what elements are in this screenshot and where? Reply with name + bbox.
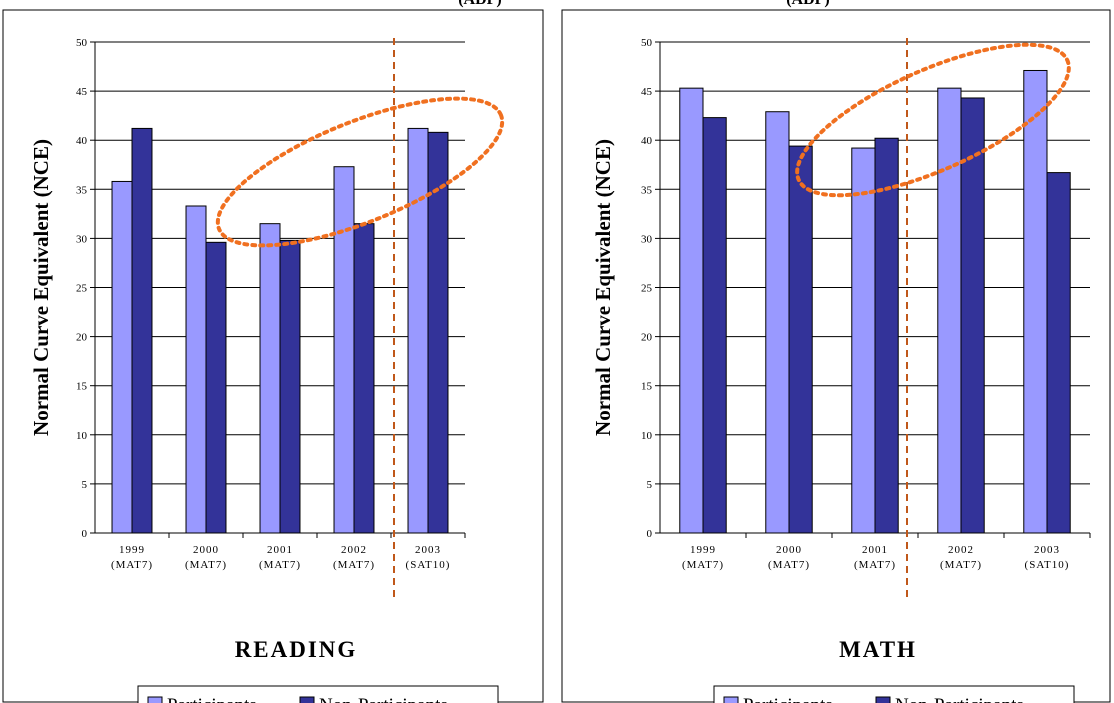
legend-label-participants: Participants <box>743 695 833 703</box>
bar-participants <box>407 127 429 534</box>
y-axis-title: Normal Curve Equivalent (NCE) <box>29 139 53 436</box>
x-tick-label-test: (SAT10) <box>406 559 451 571</box>
header-fragment-left: (ADP) <box>458 0 502 8</box>
y-tick-label: 5 <box>82 479 88 491</box>
chart-title: READING <box>235 637 358 662</box>
x-tick-label-year: 2001 <box>862 544 888 556</box>
bar-non-participants <box>131 127 153 534</box>
bar-participants <box>333 166 355 534</box>
x-tick-label-year: 2000 <box>193 544 219 556</box>
x-tick-label-test: (MAT7) <box>768 559 810 571</box>
bar-non-participants <box>1046 172 1071 534</box>
y-tick-label: 35 <box>76 184 88 196</box>
legend-label-participants: Participants <box>167 695 257 703</box>
y-tick-label: 10 <box>76 430 88 442</box>
x-tick-label-test: (MAT7) <box>111 559 153 571</box>
bar-participants <box>185 205 207 534</box>
bar-participants <box>259 223 281 534</box>
y-tick-label: 5 <box>647 479 653 491</box>
legend-swatch-non-participants <box>299 696 315 703</box>
x-tick-label-year: 2003 <box>1034 544 1060 556</box>
y-tick-label: 15 <box>76 381 88 393</box>
y-tick-label: 40 <box>76 135 88 147</box>
legend-swatch-non-participants <box>875 696 891 703</box>
bar-non-participants <box>353 223 375 534</box>
x-tick-label-test: (MAT7) <box>940 559 982 571</box>
x-tick-label-year: 2000 <box>776 544 802 556</box>
legend-swatch-participants <box>723 696 739 703</box>
y-tick-label: 15 <box>641 381 653 393</box>
bar-non-participants <box>788 145 813 534</box>
legend-box <box>137 685 499 703</box>
y-tick-label: 30 <box>641 233 653 245</box>
y-tick-label: 20 <box>76 332 88 344</box>
bar-non-participants <box>702 117 727 534</box>
y-tick-label: 40 <box>641 135 653 147</box>
math-chart-panel: (ADP) 0 5 10 15 20 25 30 35 40 45 50 1999 (MAT7) 2000 (… <box>558 0 1111 703</box>
x-tick-label-test: (MAT7) <box>682 559 724 571</box>
bar-participants <box>851 147 876 534</box>
y-tick-label: 25 <box>76 283 88 295</box>
bar-non-participants <box>960 97 985 534</box>
x-tick-label-test: (MAT7) <box>333 559 375 571</box>
x-tick-label-year: 2001 <box>267 544 293 556</box>
bar-non-participants <box>205 241 227 534</box>
legend-swatch-participants <box>147 696 163 703</box>
bar-non-participants <box>279 239 301 534</box>
x-tick-label-year: 2002 <box>341 544 367 556</box>
y-tick-label: 50 <box>641 37 653 49</box>
highlight-ellipse <box>795 42 1071 198</box>
bar-participants <box>1023 69 1048 534</box>
chart-title: MATH <box>839 637 917 662</box>
x-tick-label-test: (MAT7) <box>854 559 896 571</box>
bar-non-participants <box>427 131 449 534</box>
bar-participants <box>111 180 133 534</box>
bar-non-participants <box>874 137 899 534</box>
x-tick-label-test: (MAT7) <box>185 559 227 571</box>
y-tick-label: 45 <box>641 86 653 98</box>
bar-participants <box>679 87 704 534</box>
y-tick-label: 45 <box>76 86 88 98</box>
header-fragment-right: (ADP) <box>786 0 830 8</box>
x-tick-label-year: 1999 <box>119 544 145 556</box>
reading-chart: (ADP) 0 5 10 15 20 25 30 35 40 45 50 1999 (MAT7) 2000 (… <box>2 0 544 703</box>
y-tick-label: 10 <box>641 430 653 442</box>
x-tick-label-year: 2003 <box>415 544 441 556</box>
y-tick-label: 0 <box>82 528 88 540</box>
y-axis-title: Normal Curve Equivalent (NCE) <box>591 139 615 436</box>
x-tick-label-test: (SAT10) <box>1025 559 1070 571</box>
bar-participants <box>765 111 790 534</box>
highlight-ellipse <box>215 96 505 248</box>
x-tick-label-test: (MAT7) <box>259 559 301 571</box>
bar-participants <box>937 87 962 534</box>
y-tick-label: 25 <box>641 283 653 295</box>
y-tick-label: 0 <box>647 528 653 540</box>
y-tick-label: 20 <box>641 332 653 344</box>
y-tick-label: 35 <box>641 184 653 196</box>
legend-label-non-participants: Non-Participants <box>319 695 448 703</box>
legend-label-non-participants: Non-Participants <box>895 695 1024 703</box>
x-tick-label-year: 1999 <box>690 544 716 556</box>
math-chart: (ADP) 0 5 10 15 20 25 30 35 40 45 50 1999 (MAT7) 2000 (… <box>561 0 1111 703</box>
y-tick-label: 30 <box>76 233 88 245</box>
x-tick-label-year: 2002 <box>948 544 974 556</box>
legend-box <box>713 685 1075 703</box>
y-tick-label: 50 <box>76 37 88 49</box>
reading-chart-panel: (ADP) 0 5 10 15 20 25 30 35 40 45 50 1999 (MAT7) 2000 (… <box>0 0 548 703</box>
